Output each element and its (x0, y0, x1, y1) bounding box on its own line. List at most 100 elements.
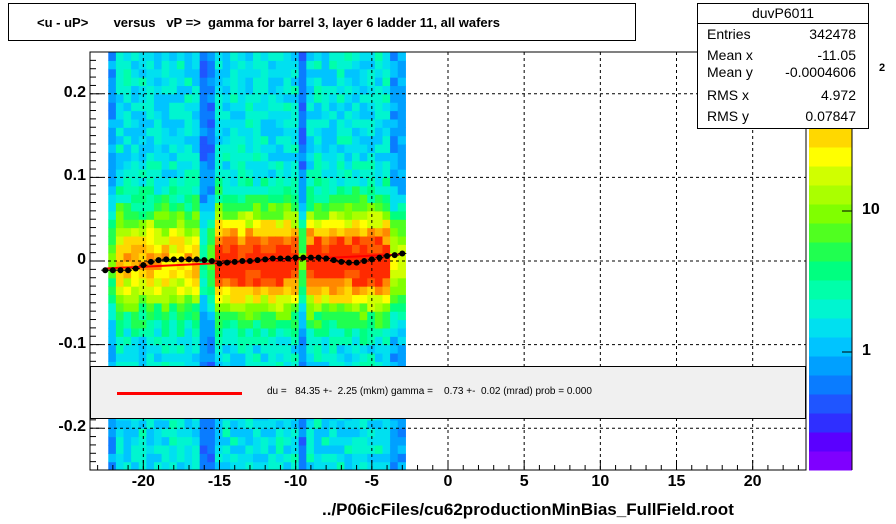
heatmap-cell (192, 102, 201, 112)
heatmap-cell (176, 436, 186, 446)
heatmap-cell (268, 177, 277, 187)
heatmap-cell (275, 302, 285, 312)
heatmap-cell (184, 177, 193, 187)
heatmap-cell (336, 169, 346, 178)
heatmap-cell (306, 152, 315, 162)
heatmap-cell (291, 244, 300, 254)
heatmap-cell (367, 77, 376, 87)
heatmap-cell (237, 419, 246, 429)
heatmap-cell (123, 143, 132, 153)
heatmap-cell (253, 235, 262, 245)
heatmap-cell (321, 219, 330, 229)
heatmap-cell (123, 85, 132, 95)
heatmap-cell (329, 461, 338, 470)
heatmap-cell (131, 135, 140, 145)
heatmap-cell (176, 319, 186, 329)
heatmap-cell (352, 302, 361, 312)
heatmap-cell (268, 102, 277, 112)
heatmap-cell (138, 352, 147, 362)
heatmap-cell (306, 311, 315, 321)
heatmap-cell (123, 160, 132, 170)
heatmap-cell (230, 152, 239, 162)
profile-point (292, 254, 299, 261)
heatmap-cell (169, 453, 178, 463)
heatmap-cell (344, 160, 353, 170)
heatmap-cell (344, 453, 353, 463)
heatmap-cell (153, 352, 163, 362)
heatmap-cell (199, 419, 208, 429)
heatmap-cell (390, 461, 399, 470)
heatmap-cell (253, 419, 262, 429)
heatmap-cell (184, 93, 193, 103)
heatmap-cell (123, 52, 132, 61)
heatmap-cell (344, 286, 353, 296)
heatmap-cell (336, 453, 346, 463)
heatmap-cell (336, 244, 346, 254)
heatmap-cell (397, 210, 406, 220)
heatmap-cell (131, 461, 140, 470)
heatmap-cell (199, 118, 208, 128)
heatmap-cell (352, 52, 361, 61)
heatmap-cell (344, 169, 353, 178)
heatmap-cell (329, 319, 338, 329)
heatmap-cell (153, 169, 163, 178)
heatmap-cell (237, 219, 246, 229)
heatmap-cell (153, 110, 163, 120)
palette-swatch (809, 280, 852, 300)
heatmap-cell (344, 60, 353, 70)
heatmap-cell (390, 294, 399, 304)
heatmap-cell (131, 127, 140, 137)
heatmap-cell (313, 302, 323, 312)
heatmap-cell (268, 227, 277, 237)
stats-row-mean-y: Mean y -0.0004606 (707, 64, 856, 80)
heatmap-cell (321, 127, 330, 137)
heatmap-cell (176, 327, 186, 337)
heatmap-cell (192, 85, 201, 95)
heatmap-cell (283, 352, 292, 362)
heatmap-cell (298, 68, 307, 78)
heatmap-cell (275, 169, 285, 178)
heatmap-cell (169, 235, 178, 245)
heatmap-cell (115, 327, 125, 337)
heatmap-cell (222, 177, 231, 187)
heatmap-cell (397, 177, 406, 187)
heatmap-cell (192, 110, 201, 120)
heatmap-cell (359, 344, 368, 354)
heatmap-cell (108, 352, 117, 362)
heatmap-cell (390, 77, 399, 87)
heatmap-cell (268, 461, 277, 470)
heatmap-cell (390, 152, 399, 162)
heatmap-cell (230, 169, 239, 178)
heatmap-cell (192, 453, 201, 463)
heatmap-cell (390, 428, 399, 438)
heatmap-cell (344, 461, 353, 470)
heatmap-cell (283, 169, 292, 178)
heatmap-cell (138, 302, 147, 312)
heatmap-cell (153, 185, 163, 195)
heatmap-cell (245, 294, 254, 304)
heatmap-cell (192, 235, 201, 245)
profile-point (368, 256, 375, 263)
heatmap-cell (184, 436, 193, 446)
heatmap-cell (153, 177, 163, 187)
heatmap-cell (283, 219, 292, 229)
heatmap-cell (253, 336, 262, 346)
heatmap-cell (207, 336, 216, 346)
heatmap-cell (169, 428, 178, 438)
heatmap-cell (214, 286, 224, 296)
heatmap-cell (237, 311, 246, 321)
heatmap-cell (352, 269, 361, 279)
z-tick-label: 1 (862, 342, 871, 359)
heatmap-cell (260, 352, 269, 362)
heatmap-cell (245, 361, 254, 371)
heatmap-cell (161, 453, 170, 463)
palette-swatch (809, 299, 852, 319)
heatmap-cell (176, 227, 186, 237)
heatmap-cell (153, 210, 163, 220)
heatmap-cell (390, 444, 399, 454)
heatmap-cell (321, 60, 330, 70)
heatmap-cell (146, 286, 155, 296)
heatmap-cell (374, 444, 384, 454)
heatmap-cell (207, 93, 216, 103)
